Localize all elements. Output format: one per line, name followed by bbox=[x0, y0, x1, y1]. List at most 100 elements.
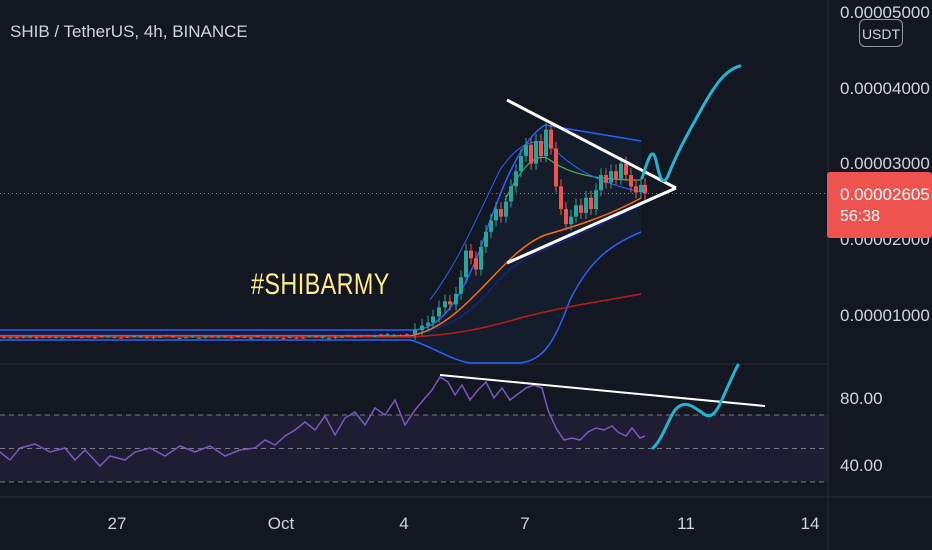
candle-body bbox=[281, 338, 286, 340]
candle-body bbox=[307, 335, 312, 337]
candle-body bbox=[484, 231, 488, 247]
candle-body bbox=[469, 250, 473, 259]
candle-body bbox=[405, 334, 409, 336]
candle-body bbox=[559, 186, 563, 210]
current-price: 0.00002605 bbox=[840, 185, 930, 204]
candle-body bbox=[624, 163, 628, 176]
price-tick-label: 0.00003000 bbox=[840, 154, 930, 173]
symbol-title: SHIB / TetherUS, 4h, BINANCE bbox=[10, 22, 248, 41]
candle-body bbox=[504, 201, 508, 217]
candle-body bbox=[119, 337, 123, 339]
time-tick-label: Oct bbox=[267, 514, 295, 533]
candle-body bbox=[584, 197, 588, 213]
candle-body bbox=[426, 322, 430, 326]
candle-body bbox=[539, 140, 543, 157]
candle-body bbox=[420, 325, 424, 331]
time-tick-label: 4 bbox=[399, 514, 409, 533]
candle-body bbox=[398, 335, 403, 337]
candle-body bbox=[524, 144, 528, 157]
candle-body bbox=[106, 336, 110, 338]
candle-body bbox=[629, 175, 633, 187]
chart-annotations bbox=[506, 64, 742, 265]
price-tick-label: 0.00001000 bbox=[840, 306, 930, 325]
candle-body bbox=[8, 337, 13, 339]
price-tick-label: 0.00004000 bbox=[840, 79, 930, 98]
candle-body bbox=[54, 336, 58, 338]
bollinger-fill bbox=[0, 125, 641, 363]
candle-body bbox=[262, 337, 266, 339]
time-tick-label: 11 bbox=[677, 514, 695, 533]
candle-body bbox=[112, 337, 117, 339]
ma-green bbox=[504, 156, 642, 201]
candle-body bbox=[151, 337, 156, 339]
candle-body bbox=[509, 186, 513, 202]
candle-body bbox=[86, 336, 91, 338]
bollinger-lower bbox=[0, 231, 642, 364]
candle-body bbox=[249, 337, 253, 339]
candle-body bbox=[34, 337, 39, 339]
rsi-line bbox=[0, 375, 646, 468]
candle-body bbox=[203, 336, 208, 338]
candle-body bbox=[392, 334, 396, 337]
candlestick-series bbox=[2, 122, 647, 340]
candle-body bbox=[474, 258, 478, 270]
candle-body bbox=[604, 175, 608, 183]
candle-body bbox=[574, 205, 578, 217]
candle-body bbox=[529, 144, 533, 164]
candle-body bbox=[145, 337, 149, 339]
candle-body bbox=[599, 175, 603, 191]
candle-body bbox=[177, 338, 182, 340]
candle-body bbox=[210, 336, 214, 338]
currency-button[interactable]: USDT bbox=[859, 19, 903, 47]
current-price-tag: 0.00002605 56:38 bbox=[827, 172, 932, 238]
candle-body bbox=[93, 337, 97, 339]
candle-body bbox=[216, 336, 221, 338]
candle-body bbox=[372, 335, 377, 337]
candle-body bbox=[275, 337, 279, 339]
candle-body bbox=[443, 301, 447, 308]
candle-body bbox=[255, 335, 260, 337]
candle-body bbox=[544, 129, 548, 157]
candle-body bbox=[320, 336, 325, 338]
candle-body bbox=[164, 335, 169, 337]
rsi-projection bbox=[651, 363, 740, 450]
candle-body bbox=[564, 209, 568, 225]
candle-body bbox=[479, 246, 483, 270]
candle-body bbox=[294, 337, 299, 339]
candle-body bbox=[643, 184, 647, 194]
rsi-pane bbox=[0, 363, 828, 483]
candle-body bbox=[346, 335, 351, 337]
price-projection bbox=[640, 64, 742, 183]
time-tick-label: 27 bbox=[107, 514, 127, 533]
candle-body bbox=[589, 197, 593, 210]
candle-body bbox=[314, 336, 318, 338]
candle-body bbox=[534, 140, 538, 164]
candle-body bbox=[28, 336, 32, 338]
candle-body bbox=[288, 336, 292, 338]
ma-red bbox=[0, 293, 642, 338]
triangle-lower-line bbox=[506, 186, 677, 265]
candle-body bbox=[47, 337, 52, 339]
price-tick-label: 0.00005000 bbox=[840, 3, 930, 22]
triangle-upper-line bbox=[506, 98, 677, 190]
candle-body bbox=[448, 301, 452, 305]
candle-body bbox=[184, 337, 188, 339]
candle-body bbox=[459, 277, 463, 294]
candle-body bbox=[554, 148, 558, 187]
candle-body bbox=[67, 336, 71, 338]
candle-body bbox=[379, 334, 383, 336]
ma-dark-blue bbox=[0, 204, 642, 336]
candle-body bbox=[80, 337, 84, 339]
candle-body bbox=[489, 220, 493, 232]
candle-body bbox=[359, 335, 364, 337]
candle-body bbox=[190, 335, 195, 337]
shibarmy-annotation: #SHIBARMY bbox=[251, 268, 390, 301]
candle-body bbox=[327, 338, 331, 340]
bollinger-bands bbox=[0, 124, 642, 364]
candle-body bbox=[514, 171, 518, 187]
candle-body bbox=[614, 171, 618, 179]
candle-body bbox=[242, 336, 247, 338]
time-tick-label: 14 bbox=[800, 514, 820, 533]
candle-body bbox=[619, 163, 623, 179]
